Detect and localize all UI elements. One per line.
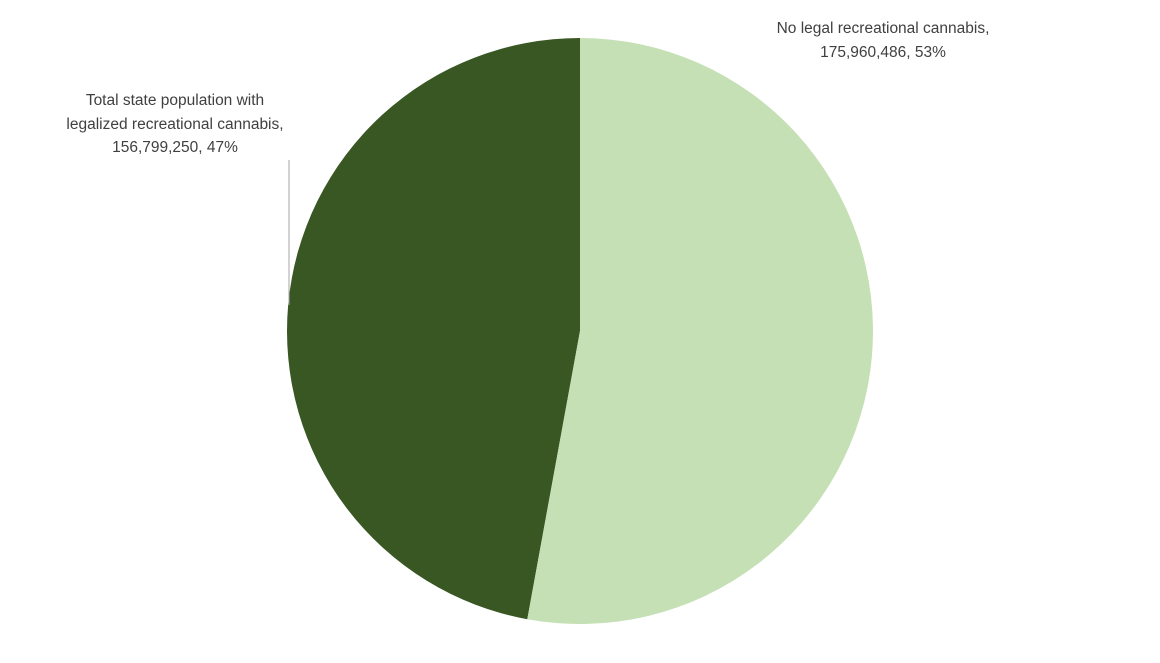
data-label: Total state population with legalized re… bbox=[66, 92, 284, 156]
pie-slice bbox=[286, 38, 580, 620]
pie-slice bbox=[527, 38, 873, 624]
data-label: No legal recreational cannabis, 175,960,… bbox=[776, 20, 990, 61]
